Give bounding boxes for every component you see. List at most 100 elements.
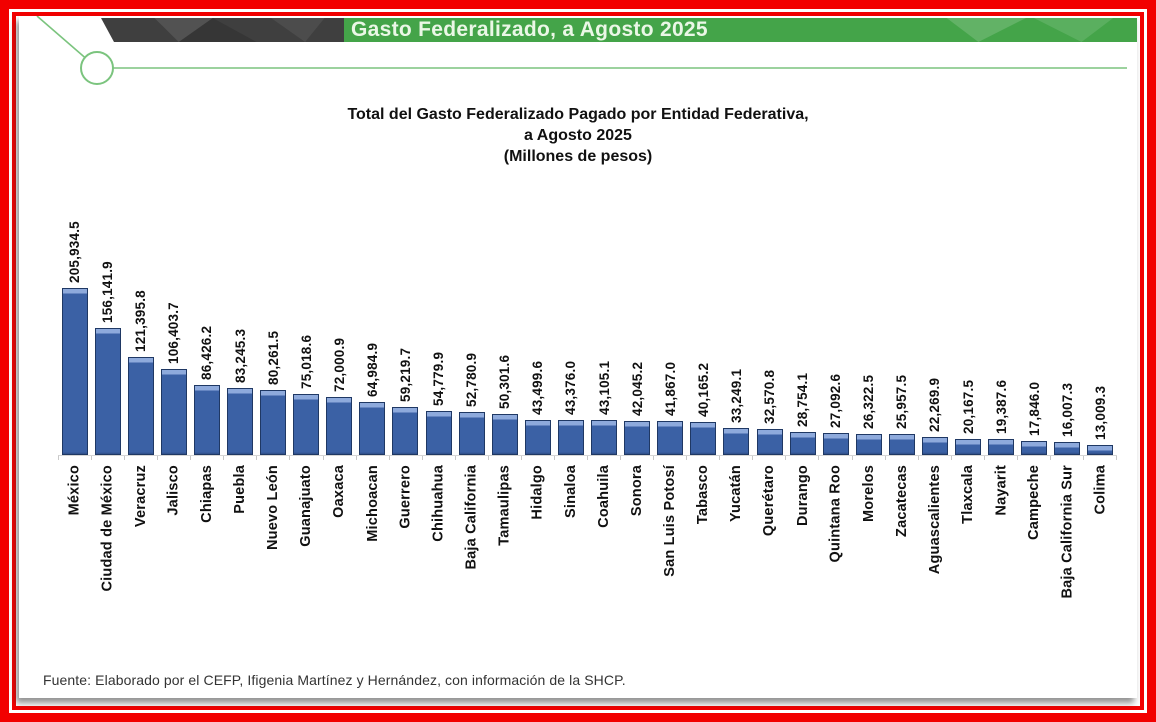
bar-slot: 41,867.0 — [654, 280, 687, 455]
category-label-slot: México — [58, 461, 91, 611]
axis-tick — [588, 456, 622, 460]
bar-slot: 28,754.1 — [786, 280, 819, 455]
bar — [425, 410, 452, 455]
axis-tick — [654, 456, 688, 460]
axis-tick — [191, 456, 225, 460]
header-banner: Gasto Federalizado, a Agosto 2025 — [19, 18, 1137, 42]
category-label-slot: Tlaxcala — [952, 461, 985, 611]
bar-slot: 27,092.6 — [819, 280, 852, 455]
bar-category-label: Michoacan — [364, 465, 381, 542]
bar — [955, 438, 982, 455]
bar — [94, 328, 121, 455]
axis-tick — [423, 456, 456, 460]
bar-category-label: Sinaloa — [562, 465, 579, 518]
bar — [591, 420, 618, 455]
category-label-slot: Veracruz — [124, 461, 157, 611]
bar-slot: 17,846.0 — [1018, 280, 1051, 455]
bar-value-label: 50,301.6 — [497, 355, 513, 410]
bar-category-label: Oaxaca — [331, 465, 348, 518]
axis-tick — [621, 456, 655, 460]
bar — [458, 412, 485, 455]
bar-plot: 205,934.5 156,141.9 121,395.8 106,403.7 86,4… — [58, 221, 1117, 455]
category-label-slot: Colima — [1084, 461, 1117, 611]
axis-tick — [1051, 456, 1084, 460]
bar-value-label: 42,045.2 — [629, 361, 645, 416]
bar — [160, 368, 187, 455]
inner-red-frame: Gasto Federalizado, a Agosto 2025 Total … — [12, 12, 1144, 710]
bar-category-label: Chihuahua — [430, 465, 447, 542]
bar-value-label: 43,376.0 — [563, 360, 579, 415]
bar-slot: 32,570.8 — [753, 280, 786, 455]
bar-category-label: Baja California Sur — [1059, 465, 1076, 599]
category-label-slot: Campeche — [1018, 461, 1051, 611]
axis-tick — [753, 456, 787, 460]
category-label-slot: Baja California — [455, 461, 488, 611]
bar-category-label: Tamaulipas — [496, 465, 513, 546]
bar-category-label: Morelos — [860, 465, 877, 522]
axis-tick — [522, 456, 555, 460]
category-label-slot: Querétaro — [753, 461, 786, 611]
category-label-slot: Baja California Sur — [1051, 461, 1084, 611]
bar-slot: 156,141.9 — [91, 262, 124, 455]
bar-slot: 43,376.0 — [554, 280, 587, 455]
x-axis-labels: México Ciudad de México Veracruz Jalisco Chi… — [58, 461, 1117, 611]
bar-slot: 26,322.5 — [852, 280, 885, 455]
bar-slot: 72,000.9 — [323, 280, 356, 455]
bar — [392, 407, 419, 455]
bar-slot: 42,045.2 — [621, 280, 654, 455]
bar — [260, 389, 287, 455]
bar — [557, 419, 584, 455]
bar-value-label: 41,867.0 — [662, 361, 678, 416]
chart-title-line3: (Millones de pesos) — [503, 148, 653, 165]
category-label-slot: Oaxaca — [323, 461, 356, 611]
bar-slot: 25,957.5 — [885, 280, 918, 455]
category-label-slot: Sinaloa — [554, 461, 587, 611]
bar — [491, 414, 518, 455]
bar — [657, 421, 684, 455]
bar-category-label: Yucatán — [728, 465, 745, 523]
bar — [921, 436, 948, 455]
category-label-slot: San Luis Potosí — [654, 461, 687, 611]
axis-tick — [952, 456, 985, 460]
bar-category-label: Guerrero — [397, 465, 414, 529]
category-label-slot: Nuevo León — [257, 461, 290, 611]
bar — [855, 433, 882, 455]
bar-category-label: Nayarit — [993, 465, 1010, 516]
category-label-slot: Jalisco — [157, 461, 190, 611]
chart-title-line2: a Agosto 2025 — [524, 127, 632, 144]
bar-value-label: 20,167.5 — [960, 379, 976, 434]
bar — [690, 422, 717, 455]
bar-category-label: Veracruz — [132, 465, 149, 528]
bar-value-label: 27,092.6 — [828, 373, 844, 428]
axis-tick — [555, 456, 588, 460]
bar-slot: 86,426.2 — [190, 280, 223, 455]
bar-category-label: San Luis Potosí — [662, 465, 679, 577]
category-label-slot: Sonora — [621, 461, 654, 611]
bar-slot: 64,984.9 — [356, 280, 389, 455]
axis-tick — [720, 456, 754, 460]
page: Gasto Federalizado, a Agosto 2025 Total … — [19, 16, 1137, 698]
category-label-slot: Ciudad de México — [91, 461, 124, 611]
bar-value-label: 83,245.3 — [232, 328, 248, 383]
category-label-slot: Tabasco — [687, 461, 720, 611]
category-label-slot: Chihuahua — [422, 461, 455, 611]
category-label-slot: Chiapas — [190, 461, 223, 611]
bar-category-label: Nuevo León — [265, 465, 282, 550]
axis-tick — [886, 456, 919, 460]
axis-tick — [59, 456, 93, 460]
bar — [988, 439, 1015, 455]
bar-value-label: 25,957.5 — [894, 374, 910, 429]
bar — [524, 419, 551, 455]
bar-category-label: Campeche — [1026, 465, 1043, 540]
axis-tick — [1084, 456, 1117, 460]
bar-value-label: 54,779.9 — [431, 351, 447, 406]
bar-category-label: Tlaxcala — [960, 465, 977, 524]
bar-value-label: 16,007.3 — [1059, 382, 1075, 437]
bar-slot: 205,934.5 — [58, 221, 91, 455]
category-label-slot: Yucatán — [720, 461, 753, 611]
bar-category-label: Zacatecas — [893, 465, 910, 537]
bar-value-label: 80,261.5 — [265, 330, 281, 385]
bar-value-label: 19,387.6 — [993, 380, 1009, 435]
bar — [1087, 444, 1114, 455]
